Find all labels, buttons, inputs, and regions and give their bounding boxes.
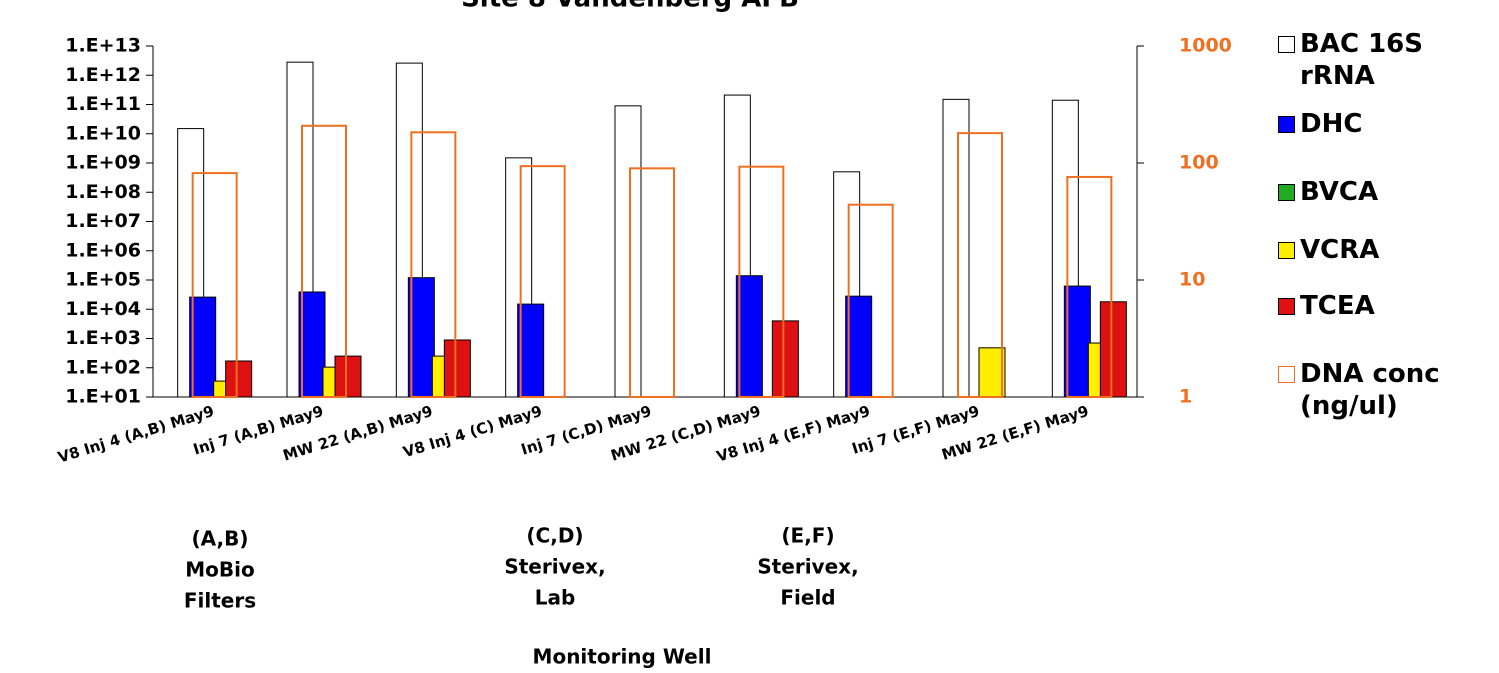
y2-tick-label: 1000 [1179, 35, 1232, 57]
bar [735, 275, 763, 398]
bar [443, 339, 471, 398]
legend-label: TCEA [1300, 291, 1375, 321]
y-tick-label: 1.E+13 [65, 35, 141, 57]
y-tick-label: 1.E+04 [65, 298, 141, 320]
bar-y2 [1066, 175, 1113, 398]
legend-label: VCRA [1300, 235, 1380, 265]
legend-item: BVCA [1278, 176, 1480, 208]
bar-y2 [629, 167, 675, 398]
bar [978, 347, 1006, 398]
legend-item: VCRA [1278, 234, 1480, 266]
y-tick-label: 1.E+08 [65, 181, 141, 203]
legend-item: DNA conc (ng/ul) [1278, 358, 1480, 422]
y-tick-label: 1.E+05 [65, 269, 141, 291]
legend-swatch [1278, 242, 1295, 259]
bar-y2 [301, 124, 347, 398]
x-tick-label: V8 Inj 4 (A,B) May9 [56, 402, 216, 467]
y-tick-label: 1.E+07 [65, 210, 141, 232]
bar [225, 360, 253, 398]
y-tick-label: 1.E+11 [65, 93, 141, 115]
bar-y2 [519, 165, 566, 398]
bar [189, 296, 217, 398]
legend-label: DHC [1300, 109, 1363, 139]
group-annotation: (E,F) [781, 524, 834, 548]
y-tick-label: 1.E+01 [65, 386, 141, 408]
group-annotation: Sterivex, [504, 555, 605, 579]
bar [771, 320, 799, 398]
bar-y2 [847, 203, 894, 398]
legend-swatch [1278, 298, 1295, 315]
group-annotation: (A,B) [192, 527, 249, 551]
y2-tick-label: 10 [1179, 269, 1205, 291]
y2-tick-label: 100 [1179, 152, 1219, 174]
legend-swatch [1278, 116, 1295, 133]
bar [334, 355, 362, 398]
bar [1099, 301, 1127, 398]
bar [845, 295, 873, 398]
legend-label: BAC 16S rRNA [1300, 29, 1423, 91]
y-tick-label: 1.E+10 [65, 122, 141, 144]
x-axis-label: Monitoring Well [533, 645, 712, 669]
legend-label: BVCA [1300, 177, 1379, 207]
y-tick-label: 1.E+12 [65, 64, 141, 86]
bar [517, 303, 545, 398]
legend-item: DHC [1278, 108, 1480, 140]
y-tick-label: 1.E+06 [65, 239, 141, 261]
bar [942, 98, 970, 398]
legend-item: BAC 16S rRNA [1278, 28, 1480, 92]
group-annotation: Filters [184, 589, 256, 613]
y2-tick-label: 1 [1179, 386, 1192, 408]
legend-swatch [1278, 36, 1295, 53]
bar [407, 277, 435, 398]
bar-y2 [410, 131, 457, 399]
bar-y2 [191, 172, 238, 398]
bar-y2 [738, 165, 785, 398]
y-tick-label: 1.E+09 [65, 152, 141, 174]
group-annotation: MoBio [185, 558, 254, 582]
y-tick-label: 1.E+02 [65, 356, 141, 378]
group-annotation: Field [780, 586, 835, 610]
legend-label: DNA conc (ng/ul) [1300, 359, 1440, 421]
group-annotation: Lab [535, 586, 576, 610]
y-tick-label: 1.E+03 [65, 327, 141, 349]
chart-title: Site 8 Vandenberg AFB [461, 0, 799, 14]
legend-item: TCEA [1278, 290, 1480, 322]
legend-swatch [1278, 184, 1295, 201]
bar [298, 291, 326, 398]
group-annotation: (C,D) [526, 524, 583, 548]
group-annotation: Sterivex, [757, 555, 858, 579]
bar [614, 105, 642, 398]
legend-swatch [1278, 366, 1295, 383]
bar-y2 [957, 132, 1003, 398]
